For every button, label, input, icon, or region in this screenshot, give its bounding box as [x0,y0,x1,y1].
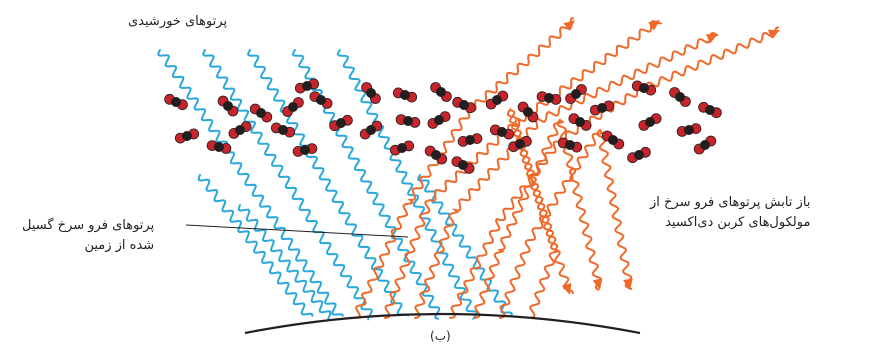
earth-infrared-label-line1: پرتوهای فرو سرخ گسیل [22,218,155,233]
reemission-label-line2: مولکول‌های کربن دی‌اکسید [665,214,811,230]
pointer-line [185,224,409,238]
co2-molecule-34 [676,123,702,137]
co2-molecule-18 [427,111,451,129]
co2-molecule-9 [292,143,318,157]
co2-molecule-13 [392,87,418,103]
infrared-arrow-up-1 [563,20,575,31]
solar-ray-5 [336,49,478,320]
co2-molecule-27 [565,84,587,104]
solar-rays-label: پرتوهای خورشیدی [128,14,228,29]
infrared-ray-up-4 [449,26,779,319]
infrared-arrow-up-3 [705,34,718,44]
co2-molecules [164,78,722,174]
co2-molecule-6 [249,103,273,123]
earth-infrared-label: پرتوهای فرو سرخ گسیل شده از زمین [22,216,154,255]
co2-molecule-38 [627,146,651,164]
solar-ray-6 [197,174,314,317]
co2-molecule-17 [430,82,452,102]
co2-molecule-5 [206,140,232,154]
infrared-ray-up-2 [384,20,663,319]
co2-molecule-25 [508,135,532,153]
co2-molecule-32 [638,113,662,131]
solar-ray-4 [291,49,441,320]
co2-molecule-10 [309,91,333,109]
co2-molecule-11 [329,114,353,132]
co2-molecule-29 [589,100,615,116]
solar-ray-1 [157,49,344,317]
infrared-arrow-down-2 [623,278,633,290]
co2-molecule-22 [485,90,509,110]
co2-molecule-8 [270,122,296,138]
figure-caption: (ب) [430,329,451,343]
co2-molecule-31 [631,80,657,96]
co2-molecule-7 [282,97,304,117]
co2-molecule-33 [669,87,691,107]
infrared-ray-down-1 [474,118,603,319]
earth-infrared-label-line2: شده از زمین [84,237,155,253]
co2-molecule-16 [389,140,415,156]
co2-molecule-37 [557,137,583,153]
infrared-ray-up-1 [354,17,574,319]
co2-molecule-28 [568,113,592,131]
reemission-label-line1: باز تابش پرتوهای فرو سرخ از [650,195,811,210]
co2-molecule-39 [451,156,475,174]
solar-ray-8 [417,174,514,318]
co2-molecule-36 [693,135,717,155]
co2-molecule-14 [359,120,383,140]
co2-molecule-3 [217,95,239,117]
solar-ray-3 [246,49,410,317]
solar-ray-7 [237,204,332,320]
infrared-arrow-up-2 [648,20,660,31]
co2-molecule-21 [424,145,448,165]
co2-molecule-19 [452,96,476,114]
co2-molecule-20 [457,133,483,147]
infrared-arrow-up-4 [767,29,780,39]
co2-molecule-15 [395,114,421,128]
co2-molecule-2 [174,128,200,144]
co2-molecule-24 [517,101,539,123]
co2-molecule-35 [698,101,722,119]
infrared-arrow-down-3 [561,282,572,295]
infrared-ray-down-3 [506,107,574,319]
solar-rays [157,49,514,321]
infrared-arrow-down-1 [592,278,603,290]
reemission-label: باز تابش پرتوهای فرو سرخ از مولکول‌های ک… [650,193,810,232]
co2-molecule-12 [361,82,381,104]
infrared-ray-down-2 [499,128,633,319]
co2-molecule-4 [228,121,252,139]
co2-molecule-30 [601,130,625,150]
earth-surface [244,312,641,335]
co2-molecule-26 [536,91,562,105]
co2-molecule-23 [489,124,515,140]
solar-ray-2 [202,49,373,321]
co2-molecule-1 [164,93,188,111]
co2-molecule-40 [294,78,320,94]
